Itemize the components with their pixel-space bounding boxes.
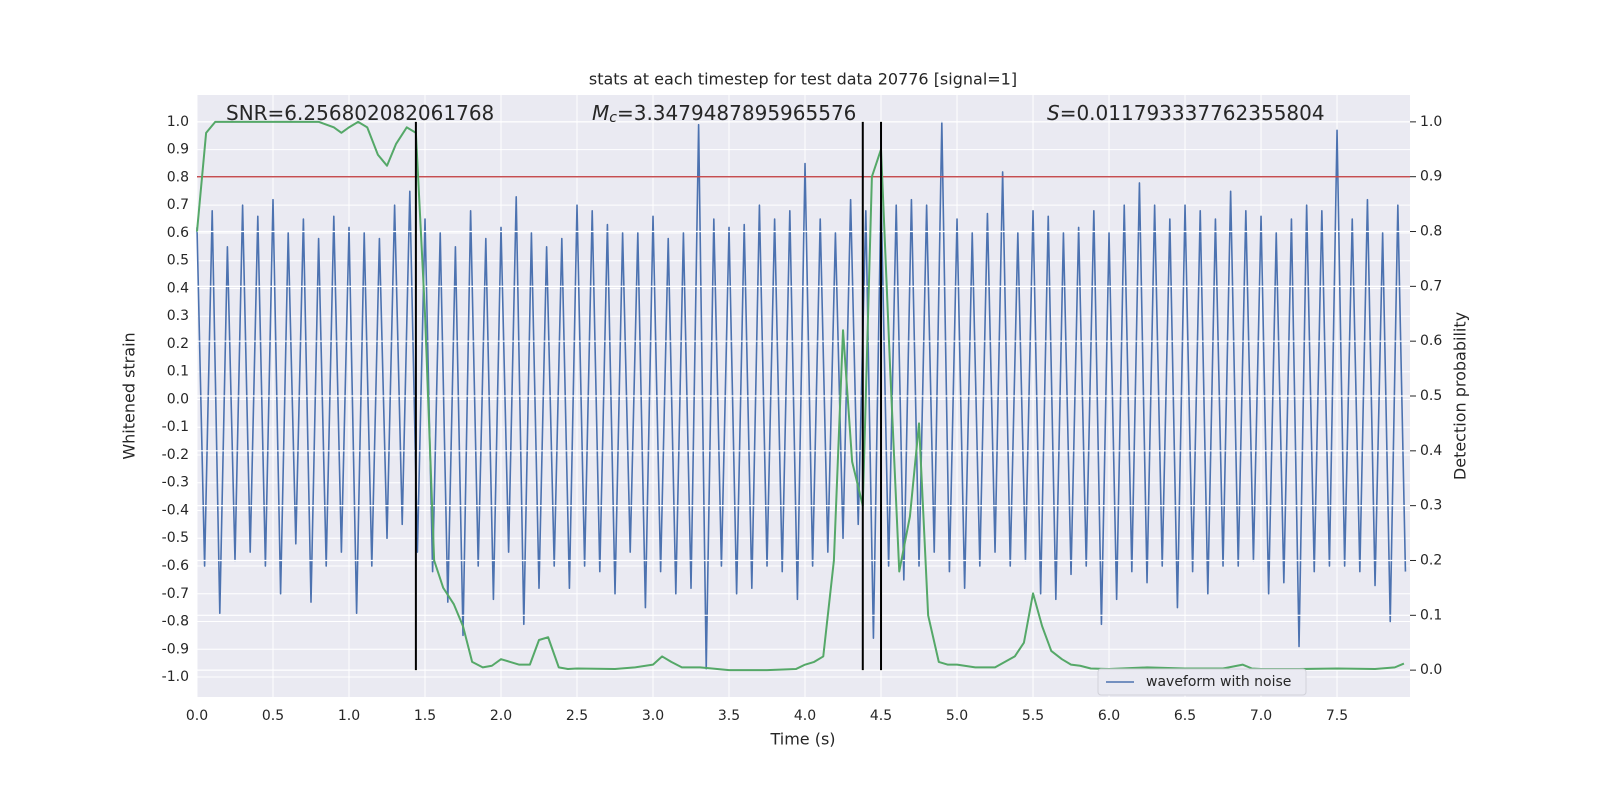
y2-tick-label: 0.1 xyxy=(1420,607,1442,623)
x-tick-label: 5.5 xyxy=(1022,708,1044,724)
x-tick-label: 6.0 xyxy=(1098,708,1120,724)
x-tick-label: 4.0 xyxy=(794,708,816,724)
annotation-symbol: S xyxy=(1047,101,1060,125)
y-tick-label: 0.9 xyxy=(167,142,189,158)
y-tick-label: -0.8 xyxy=(162,614,189,630)
annotation-text: =3.3479487895965576 xyxy=(617,101,856,125)
x-tick-label: 0.5 xyxy=(262,708,284,724)
x-tick-label: 0.0 xyxy=(186,708,208,724)
y-tick-label: 0.7 xyxy=(167,197,189,213)
series-line xyxy=(196,120,1405,672)
x-tick-label: 1.5 xyxy=(414,708,436,724)
y-tick-label: -0.3 xyxy=(162,475,189,491)
x-tick-label: 7.5 xyxy=(1326,708,1348,724)
x-tick-label: 6.5 xyxy=(1174,708,1196,724)
x-tick-label: 3.0 xyxy=(642,708,664,724)
y-tick-label: -0.1 xyxy=(162,419,189,435)
y2-tick-label: 0.8 xyxy=(1420,224,1442,240)
annotation-text: SNR=6.256802082061768 xyxy=(226,101,494,125)
y2-tick-label: 0.2 xyxy=(1420,552,1442,568)
y-tick-label: -0.2 xyxy=(162,447,189,463)
x-tick-label: 2.5 xyxy=(566,708,588,724)
annotation: SNR=6.256802082061768 xyxy=(226,101,494,125)
y2-tick-label: 0.3 xyxy=(1420,498,1442,514)
y-tick-label: -0.6 xyxy=(162,558,189,574)
y-tick-label: -0.7 xyxy=(162,586,189,602)
y-tick-label: 0.3 xyxy=(167,308,189,324)
y2-tick-label: 0.0 xyxy=(1420,662,1442,678)
y-tick-label: -1.0 xyxy=(162,669,189,685)
series-line xyxy=(196,121,1407,670)
y2-tick-label: 0.7 xyxy=(1420,278,1442,294)
y2-axis-label: Detection probability xyxy=(1451,312,1470,480)
x-tick-label: 7.0 xyxy=(1250,708,1272,724)
y2-tick-label: 1.0 xyxy=(1420,114,1442,130)
y-tick-label: 1.0 xyxy=(167,114,189,130)
x-tick-label: 1.0 xyxy=(338,708,360,724)
annotation-subscript: c xyxy=(609,110,617,126)
y-tick-label: -0.9 xyxy=(162,641,189,657)
annotation: S=0.011793337762355804 xyxy=(1047,101,1325,125)
y-tick-label: 0.5 xyxy=(167,253,189,269)
y2-tick-label: 0.4 xyxy=(1420,443,1442,459)
annotation-symbol: M xyxy=(592,101,609,125)
y-tick-label: 0.1 xyxy=(167,364,189,380)
y-tick-label: -0.5 xyxy=(162,530,189,546)
x-tick-label: 5.0 xyxy=(946,708,968,724)
annotation: Mc=3.3479487895965576 xyxy=(592,101,856,126)
y-tick-label: 0.6 xyxy=(167,225,189,241)
y2-tick-label: 0.5 xyxy=(1420,388,1442,404)
annotation-text: =0.011793337762355804 xyxy=(1060,101,1325,125)
y-tick-label: -0.4 xyxy=(162,502,189,518)
y2-tick-label: 0.6 xyxy=(1420,333,1442,349)
legend-box xyxy=(1097,668,1307,696)
x-tick-label: 4.5 xyxy=(870,708,892,724)
y-tick-label: 0.4 xyxy=(167,280,189,296)
legend-label: waveform with noise xyxy=(1146,674,1291,690)
x-axis-label: Time (s) xyxy=(769,730,835,749)
y-tick-label: 0.0 xyxy=(167,391,189,407)
y-axis-label: Whitened strain xyxy=(120,332,139,459)
x-tick-label: 3.5 xyxy=(718,708,740,724)
x-tick-label: 2.0 xyxy=(490,708,512,724)
y2-tick-label: 0.9 xyxy=(1420,169,1442,185)
y-tick-label: 0.2 xyxy=(167,336,189,352)
chart-title: stats at each timestep for test data 207… xyxy=(589,70,1017,89)
y-tick-label: 0.8 xyxy=(167,169,189,185)
